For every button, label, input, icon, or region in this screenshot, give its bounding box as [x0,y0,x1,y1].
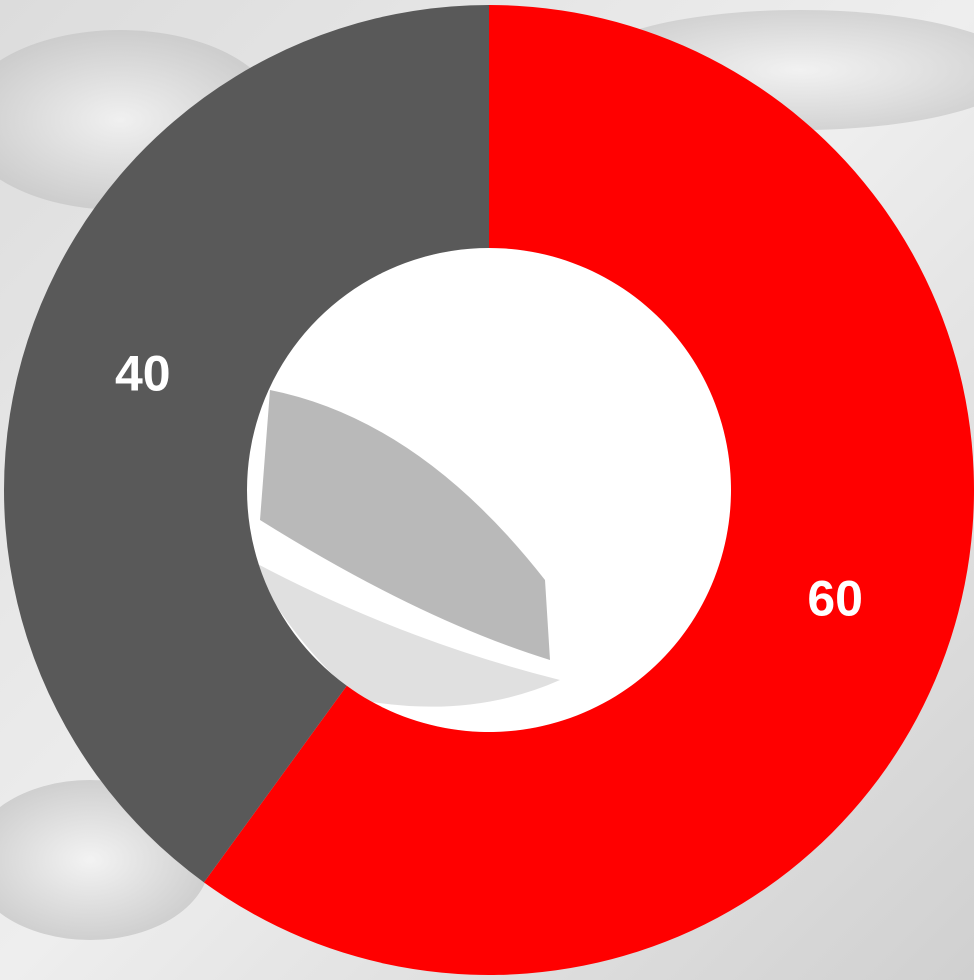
donut: 60 40 [4,5,974,975]
donut-hole [247,248,731,732]
wallet-shape [260,390,550,660]
data-label: 40 [115,346,171,402]
donut-slice [4,5,490,883]
hand-shape [250,560,560,707]
donut-slice [203,5,974,975]
data-label: 60 [807,571,863,627]
